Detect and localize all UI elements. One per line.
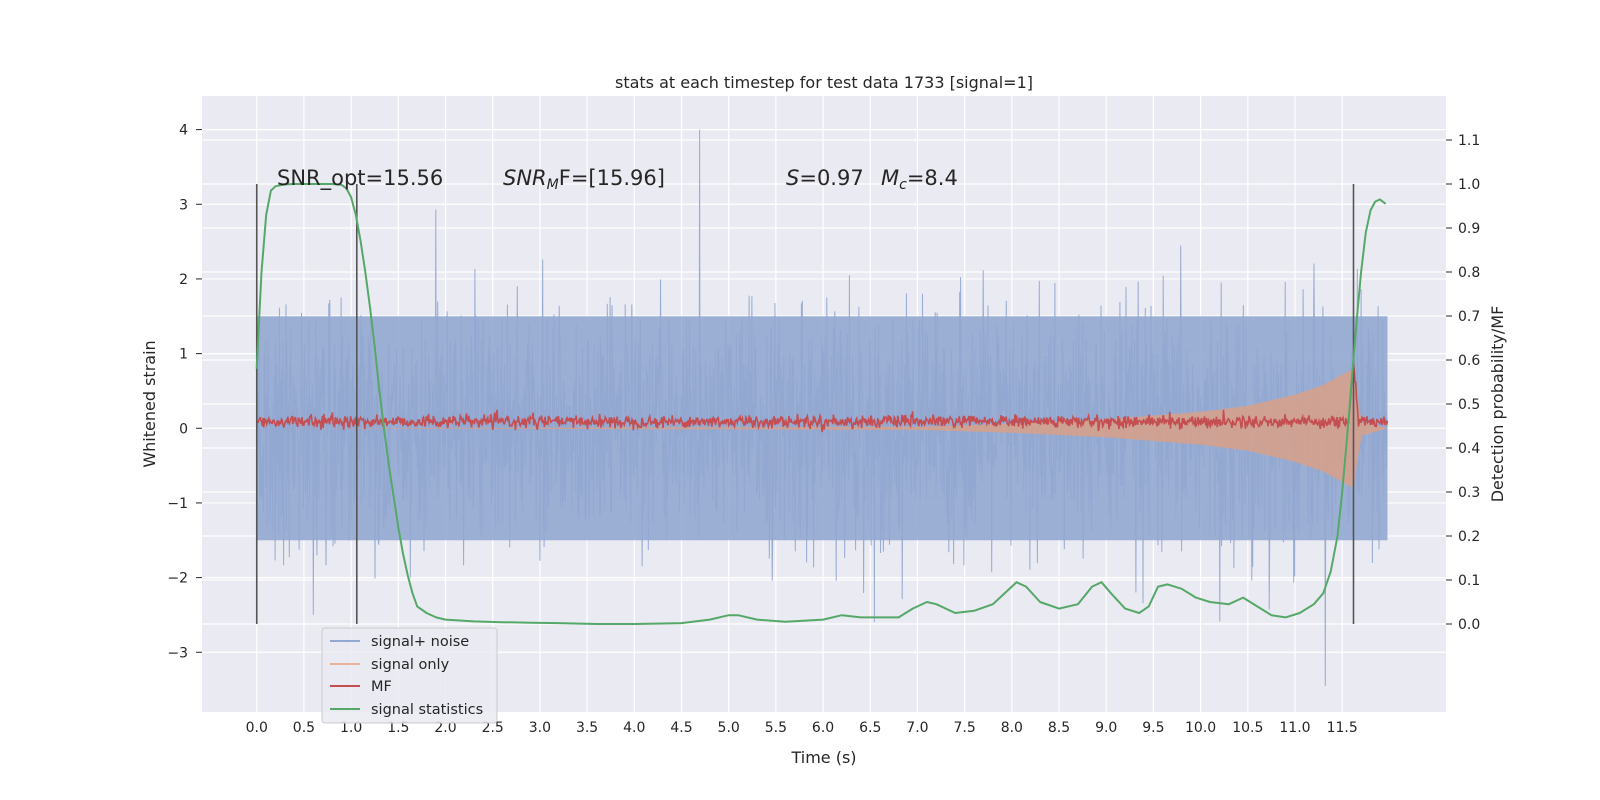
y2-tick-label: 0.7 xyxy=(1458,309,1480,325)
annotation-s: S=0.97 xyxy=(786,166,864,190)
x-tick-label: 11.5 xyxy=(1327,720,1358,736)
legend-label-signal-only: signal only xyxy=(371,657,450,673)
signal-noise-trace xyxy=(256,129,1388,686)
y2-tick-label: 0.3 xyxy=(1458,485,1480,501)
y-axis-label: Whitened strain xyxy=(140,340,159,467)
x-tick-label: 2.5 xyxy=(482,720,504,736)
x-tick-label: 1.5 xyxy=(387,720,409,736)
x-tick-label: 8.0 xyxy=(1001,720,1023,736)
y2-tick-label: 0.8 xyxy=(1458,265,1480,281)
tick-labels: 0.0 0.5 1.0 1.5 2.0 2.5 3.0 3.5 4.0 4.5 5.0 5.5 6.0 6… xyxy=(167,123,1480,736)
legend-label-mf: MF xyxy=(371,679,392,695)
x-tick-label: 4.0 xyxy=(623,720,645,736)
x-axis-label: Time (s) xyxy=(790,748,856,767)
annotation-mc: Mc=8.4 xyxy=(881,166,958,193)
y2-tick-label: 0.2 xyxy=(1458,529,1480,545)
annotation-snr-opt: SNR_opt=15.56 xyxy=(277,166,443,191)
x-tick-label: 9.5 xyxy=(1142,720,1164,736)
y-tick-label: 0 xyxy=(179,421,188,437)
legend-label-signal-noise: signal+ noise xyxy=(371,634,469,650)
x-tick-label: 7.0 xyxy=(906,720,928,736)
x-tick-label: 0.0 xyxy=(246,720,268,736)
x-tick-label: 6.0 xyxy=(812,720,834,736)
legend-label-signal-statistics: signal statistics xyxy=(371,702,483,718)
x-tick-label: 4.5 xyxy=(670,720,692,736)
x-tick-label: 10.0 xyxy=(1185,720,1216,736)
signal-statistics-line xyxy=(255,183,1387,625)
x-tick-label: 1.0 xyxy=(340,720,362,736)
y-tick-label: −3 xyxy=(167,645,188,661)
x-tick-label: 10.5 xyxy=(1232,720,1263,736)
y2-tick-label: 0.0 xyxy=(1458,617,1480,633)
signal-statistics-series xyxy=(255,183,1387,625)
x-tick-label: 9.0 xyxy=(1095,720,1117,736)
y-tick-label: 1 xyxy=(179,347,188,363)
legend: signal+ noise signal only MF signal stat… xyxy=(321,627,498,724)
x-tick-label: 3.0 xyxy=(529,720,551,736)
x-tick-label: 2.0 xyxy=(434,720,456,736)
mf-series xyxy=(255,364,1389,433)
annotation-snr-mf: SNRMF=[15.96] xyxy=(503,166,665,193)
y-tick-label: −1 xyxy=(167,496,188,512)
y2-tick-label: 0.6 xyxy=(1458,353,1480,369)
y2-tick-label: 0.9 xyxy=(1458,221,1480,237)
y2-tick-label: 0.5 xyxy=(1458,397,1480,413)
y2-axis-label: Detection probability/MF xyxy=(1488,306,1507,503)
y2-tick-label: 1.1 xyxy=(1458,133,1480,149)
y2-tick-label: 0.4 xyxy=(1458,441,1480,457)
vertical-markers xyxy=(255,184,1355,624)
y2-tick-label: 1.0 xyxy=(1458,177,1480,193)
x-tick-label: 5.0 xyxy=(718,720,740,736)
y-tick-label: 3 xyxy=(179,197,188,213)
x-tick-label: 0.5 xyxy=(293,720,315,736)
x-tick-label: 8.5 xyxy=(1048,720,1070,736)
y2-tick-label: 0.1 xyxy=(1458,573,1480,589)
legend-box xyxy=(321,627,498,724)
mf-line xyxy=(255,364,1389,433)
chart-title: stats at each timestep for test data 173… xyxy=(615,73,1033,92)
x-tick-label: 3.5 xyxy=(576,720,598,736)
y-tick-label: 4 xyxy=(179,123,188,139)
x-tick-label: 11.0 xyxy=(1279,720,1310,736)
x-tick-label: 6.5 xyxy=(859,720,881,736)
x-tick-label: 7.5 xyxy=(954,720,976,736)
x-tick-label: 5.5 xyxy=(765,720,787,736)
y-tick-label: −2 xyxy=(167,571,188,587)
y-tick-label: 2 xyxy=(179,272,188,288)
